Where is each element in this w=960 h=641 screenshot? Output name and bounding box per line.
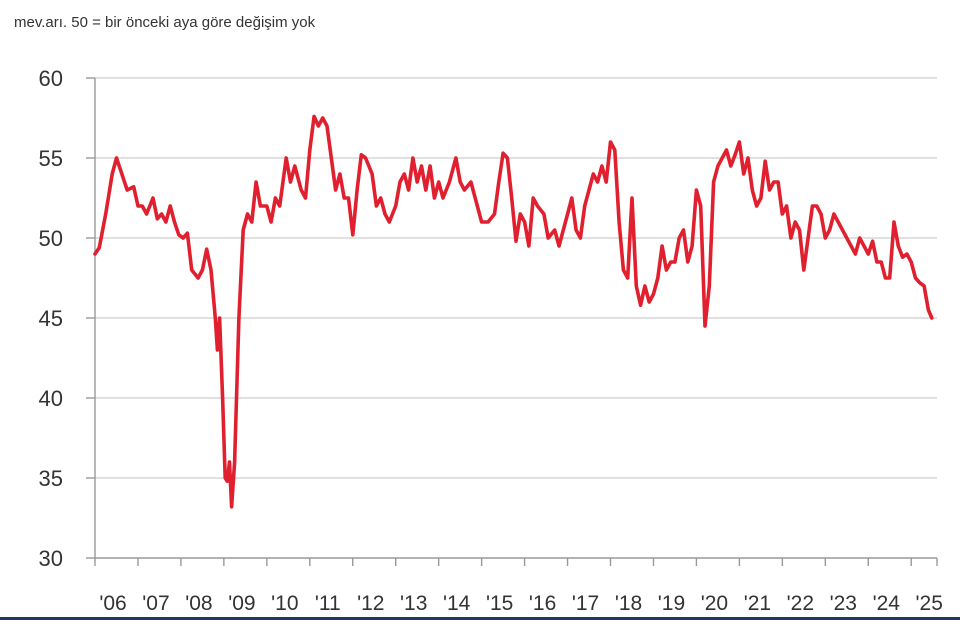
gridlines: [95, 77, 937, 479]
y-tick-label: 45: [39, 306, 63, 331]
y-tick-label: 60: [39, 66, 63, 91]
x-tick-label: '10: [271, 592, 298, 615]
series-group: [93, 114, 934, 509]
x-tick-label: '18: [615, 592, 642, 615]
x-axis: '06 '07 '08 '09 '10 '11 '12 '13 '14 '15 '16 '17 '18 '…: [94, 557, 943, 615]
x-tick-label: '06: [99, 592, 126, 615]
x-tick-label: '20: [701, 592, 728, 615]
series-line-0: [93, 114, 934, 509]
chart-caption: mev.arı. 50 = bir önceki aya göre değişi…: [14, 14, 316, 31]
x-tick-label: '22: [787, 592, 814, 615]
x-tick-label: '09: [228, 592, 255, 615]
x-tick-label: '15: [486, 592, 513, 615]
y-tick-label: 50: [39, 226, 63, 251]
x-tick-label: '19: [658, 592, 685, 615]
y-tick-label: 40: [39, 386, 63, 411]
y-tick-label: 30: [39, 546, 63, 571]
x-tick-label: '13: [400, 592, 427, 615]
x-tick-label: '21: [744, 592, 771, 615]
bottom-divider: [0, 617, 960, 620]
y-tick-label: 35: [39, 466, 63, 491]
x-tick-label: '07: [142, 592, 169, 615]
x-tick-label: '12: [357, 592, 384, 615]
x-tick-label: '17: [572, 592, 599, 615]
x-tick-label: '24: [873, 592, 901, 615]
x-tick-label: '25: [916, 592, 943, 615]
x-tick-label: '16: [529, 592, 556, 615]
x-tick-label: '11: [315, 592, 341, 615]
x-tick-label: '14: [443, 592, 471, 615]
x-tick-label: '08: [185, 592, 212, 615]
y-tick-label: 55: [39, 146, 63, 171]
y-axis: 30 35 40 45 50 55 60: [39, 66, 96, 571]
x-tick-label: '23: [830, 592, 857, 615]
